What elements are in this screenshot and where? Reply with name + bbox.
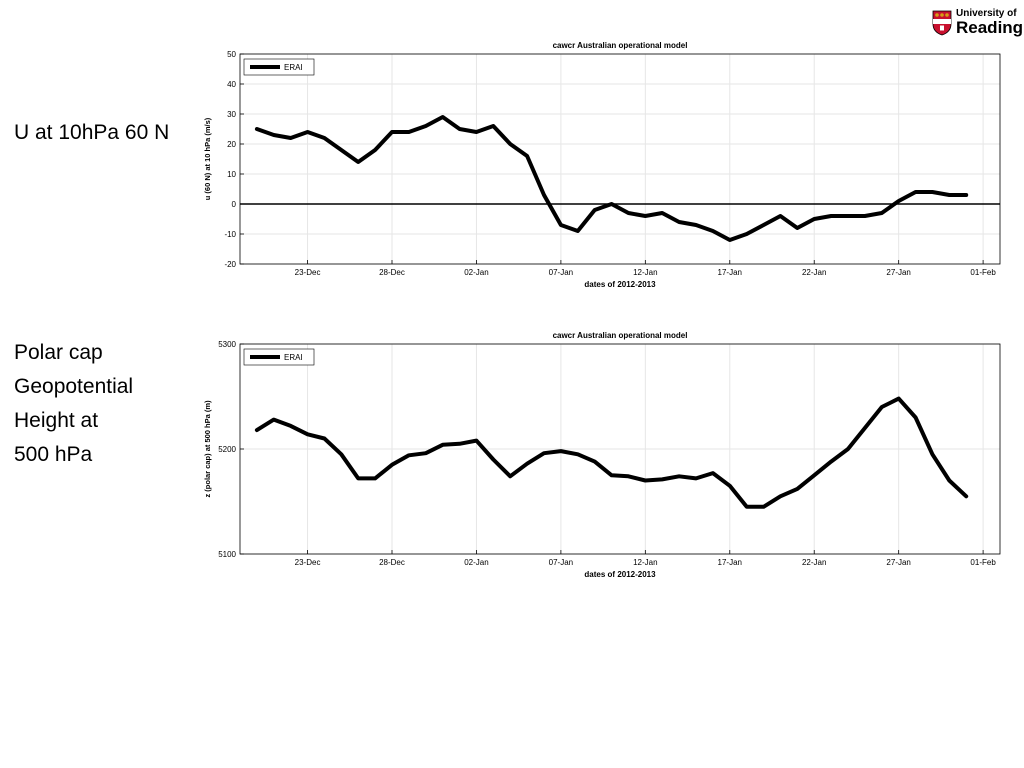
x-tick-label: 12-Jan (633, 558, 657, 567)
x-tick-label: 12-Jan (633, 268, 657, 277)
logo-line-2: Reading (956, 18, 1024, 37)
x-tick-label: 28-Dec (379, 558, 405, 567)
legend-label: ERAI (284, 353, 303, 362)
lower-panel-label-line: Geopotential (14, 375, 134, 398)
upper-panel-label: U at 10hPa 60 N (14, 121, 170, 144)
x-tick-label: 17-Jan (718, 558, 742, 567)
x-tick-label: 01-Feb (970, 268, 996, 277)
y-tick-label: 5200 (218, 445, 236, 454)
y-tick-label: 30 (227, 110, 236, 119)
chart-title: cawcr Australian operational model (553, 331, 688, 340)
y-tick-label: 10 (227, 170, 236, 179)
y-tick-label: 5100 (218, 550, 236, 559)
logo-line-1: University of (956, 8, 1017, 19)
x-tick-label: 28-Dec (379, 268, 405, 277)
y-tick-label: 40 (227, 80, 236, 89)
x-tick-label: 22-Jan (802, 268, 826, 277)
series-line (254, 396, 969, 509)
x-tick-label: 07-Jan (549, 268, 573, 277)
series-line (254, 115, 969, 242)
y-tick-label: 20 (227, 140, 236, 149)
x-tick-label: 02-Jan (464, 268, 488, 277)
x-tick-label: 22-Jan (802, 558, 826, 567)
x-tick-label: 17-Jan (718, 268, 742, 277)
y-tick-label: 0 (232, 200, 237, 209)
x-tick-label: 01-Feb (970, 558, 996, 567)
lower-panel-label-line: Height at (14, 409, 99, 432)
x-tick-label: 27-Jan (886, 558, 910, 567)
x-tick-label: 07-Jan (549, 558, 573, 567)
lower-panel-label-line: 500 hPa (14, 443, 93, 466)
university-logo: University of Reading (932, 8, 1024, 40)
plot-frame (239, 53, 1001, 265)
plot-area (240, 54, 1000, 264)
polar-cap-height-chart: 23-Dec 28-Dec 02-Jan 07-Jan 12-Jan 17-Jan 22-J… (203, 331, 1001, 579)
chart-title: cawcr Australian operational model (553, 41, 688, 50)
shield-icon (932, 10, 952, 36)
y-axis-label: u (60 N) at 10 hPa (m/s) (203, 117, 212, 200)
lower-panel-label-line: Polar cap (14, 341, 103, 364)
lower-panel-label: Polar cap Geopotential Height at 500 hPa (14, 336, 194, 472)
legend: ERAI (243, 348, 315, 366)
legend-label: ERAI (284, 63, 303, 72)
x-tick-label: 23-Dec (295, 558, 321, 567)
x-tick-label: 23-Dec (295, 268, 321, 277)
y-tick-label: -20 (224, 260, 236, 269)
x-tick-label: 27-Jan (886, 268, 910, 277)
x-axis-label: dates of 2012-2013 (584, 570, 656, 579)
y-tick-label: 50 (227, 50, 236, 59)
x-tick-label: 02-Jan (464, 558, 488, 567)
y-tick-label: -10 (224, 230, 236, 239)
legend: ERAI (243, 58, 315, 76)
x-axis-label: dates of 2012-2013 (584, 280, 656, 289)
y-tick-label: 5300 (218, 340, 236, 349)
y-axis-label: z (polar cap) at 500 hPa (m) (203, 400, 212, 498)
u-wind-chart: 23-Dec 28-Dec 02-Jan 07-Jan 12-Jan 17-Jan 22-J… (203, 41, 1001, 289)
